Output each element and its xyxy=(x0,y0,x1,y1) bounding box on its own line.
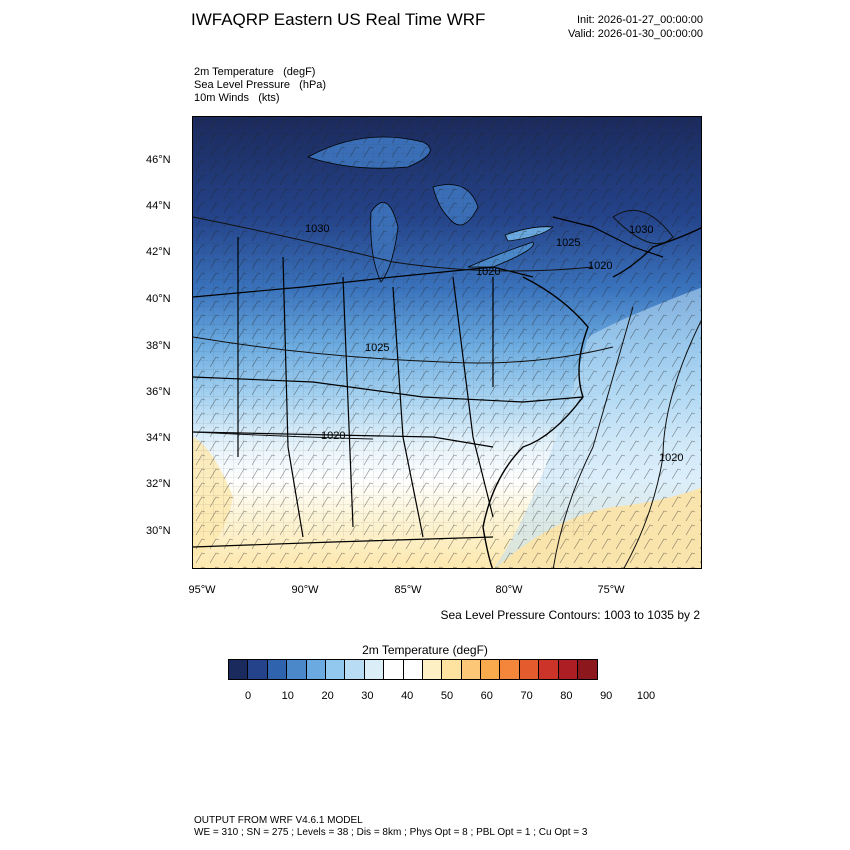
colorbar-tick-label: 100 xyxy=(636,690,656,702)
field-pressure: Sea Level Pressure (hPa) xyxy=(194,79,327,91)
lat-tick-label: 30°N xyxy=(146,525,171,537)
colorbar-tick-label: 0 xyxy=(244,690,252,702)
colorbar-swatch xyxy=(403,660,423,679)
field-temperature: 2m Temperature (degF) xyxy=(194,66,316,78)
state-boundaries xyxy=(193,216,664,548)
colorbar-swatch xyxy=(558,660,579,679)
colorbar-swatch xyxy=(229,660,249,679)
lon-tick-label: 85°W xyxy=(394,584,422,596)
init-time: Init: 2026-01-27_00:00:00 xyxy=(577,14,703,26)
colorbar-swatch xyxy=(481,660,501,679)
footer-model-line: OUTPUT FROM WRF V4.6.1 MODEL xyxy=(194,815,363,826)
contour-label: 1020 xyxy=(476,266,500,278)
lon-tick-label: 75°W xyxy=(597,584,625,596)
valid-time: Valid: 2026-01-30_00:00:00 xyxy=(568,28,703,40)
lat-tick-label: 44°N xyxy=(146,200,171,212)
colorbar-tick-label: 60 xyxy=(480,690,493,702)
colorbar-swatch xyxy=(287,660,307,679)
colorbar-swatch xyxy=(306,660,326,679)
colorbar-tick-label: 20 xyxy=(321,690,334,702)
colorbar-tick-label: 70 xyxy=(520,690,533,702)
field-winds: 10m Winds (kts) xyxy=(194,92,280,104)
colorbar-swatch xyxy=(248,660,268,679)
lat-tick-label: 38°N xyxy=(146,340,171,352)
wind-barbs xyxy=(193,117,701,568)
lat-tick-label: 42°N xyxy=(146,246,171,258)
colorbar-tick-label: 90 xyxy=(600,690,613,702)
contour-label: 1020 xyxy=(659,452,683,464)
colorbar-tick-label: 40 xyxy=(401,690,414,702)
field-list: 2m Temperature (degF) Sea Level Pressure… xyxy=(194,66,326,105)
lat-tick-label: 46°N xyxy=(146,154,171,166)
model-footer: OUTPUT FROM WRF V4.6.1 MODEL WE = 310 ; … xyxy=(194,815,587,839)
colorbar-swatch xyxy=(267,660,288,679)
colorbar-swatch xyxy=(364,660,385,679)
colorbar-swatch xyxy=(422,660,443,679)
contour-label: 1030 xyxy=(305,223,329,235)
colorbar-tick-label: 30 xyxy=(361,690,374,702)
page-title: IWFAQRP Eastern US Real Time WRF xyxy=(191,10,486,29)
colorbar-title: 2m Temperature (degF) xyxy=(362,643,488,657)
contour-caption: Sea Level Pressure Contours: 1003 to 103… xyxy=(440,608,701,622)
colorbar-tick-label: 10 xyxy=(281,690,294,702)
lon-tick-label: 95°W xyxy=(188,584,216,596)
colorbar-swatch xyxy=(325,660,346,679)
lat-tick-label: 36°N xyxy=(146,386,171,398)
lat-tick-label: 40°N xyxy=(146,293,171,305)
colorbar-swatch xyxy=(384,660,404,679)
weather-map: 1030 1025 1020 1020 1020 1020 1025 1030 xyxy=(192,116,702,569)
pressure-contours xyxy=(193,209,701,568)
footer-config-line: WE = 310 ; SN = 275 ; Levels = 38 ; Dis … xyxy=(194,827,588,838)
colorbar-swatch xyxy=(578,660,598,679)
contour-label: 1025 xyxy=(556,237,580,249)
lat-tick-label: 34°N xyxy=(146,432,171,444)
contour-label: 1025 xyxy=(365,342,389,354)
lon-tick-label: 90°W xyxy=(291,584,319,596)
colorbar-tick-label: 50 xyxy=(440,690,454,702)
colorbar-swatch xyxy=(345,660,365,679)
contour-label: 1030 xyxy=(629,224,653,236)
colorbar-swatch xyxy=(500,660,520,679)
coastline xyxy=(482,276,589,568)
contour-label: 1020 xyxy=(588,260,612,272)
colorbar-tick-label: 80 xyxy=(560,690,573,702)
colorbar-swatch xyxy=(442,660,462,679)
lat-tick-label: 32°N xyxy=(146,478,171,490)
run-times: Init: 2026-01-27_00:00:00 Valid: 2026-01… xyxy=(568,13,703,41)
map-canvas: 1030 1025 1020 1020 1020 1020 1025 1030 xyxy=(193,117,701,568)
contour-label: 1020 xyxy=(321,430,345,442)
colorbar xyxy=(228,659,599,680)
contour-label-group: 1030 1025 1020 1020 1020 1020 1025 1030 xyxy=(305,223,683,464)
colorbar-swatch xyxy=(461,660,482,679)
colorbar-swatch xyxy=(519,660,540,679)
northeast-coast xyxy=(612,227,701,278)
lon-tick-label: 80°W xyxy=(495,584,523,596)
colorbar-swatch xyxy=(539,660,559,679)
